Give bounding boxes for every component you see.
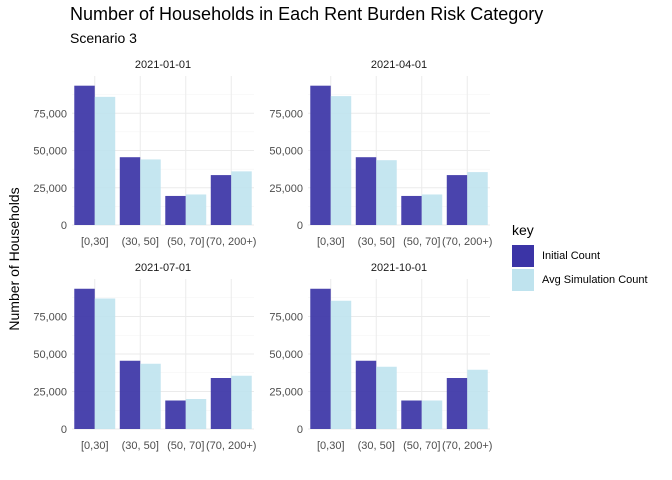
x-tick-label: (30, 50] [122,440,159,452]
x-tick-label: [0,30] [81,236,109,248]
y-tick-label: 25,000 [269,183,303,195]
bar-avg-simulation-count-50-70 [421,400,443,429]
x-tick-label: (70, 200+) [442,236,492,248]
bar-initial-count-30-50 [355,360,377,429]
y-tick-label: 75,000 [33,108,67,120]
x-tick-label: (30, 50] [358,236,395,248]
bar-initial-count-30-50 [119,360,141,429]
bar-initial-count-50-70 [165,195,186,225]
bar-initial-count-0-30 [74,85,95,225]
bar-initial-count-30-50 [355,157,377,225]
y-tick-label: 75,000 [33,312,67,324]
legend-label-initial: Initial Count [542,250,601,262]
y-tick-label: 0 [61,220,67,232]
y-tick-label: 25,000 [33,183,67,195]
legend-item-avg-sim: Avg Simulation Count [512,268,648,292]
x-tick-label: (30, 50] [122,236,159,248]
bar-initial-count-0-30 [74,288,95,429]
bar-avg-simulation-count-0-30 [330,96,352,226]
bar-avg-simulation-count-30-50 [140,159,161,225]
facet-label: 2021-07-01 [135,262,191,274]
chart-subtitle: Scenario 3 [70,30,137,46]
x-tick-label: (30, 50] [358,440,395,452]
y-tick-label: 50,000 [33,349,67,361]
bar-initial-count-70-200 [446,378,468,429]
bar-initial-count-70-200 [446,175,468,225]
y-tick-label: 25,000 [33,387,67,399]
x-tick-label: (70, 200+) [206,236,256,248]
x-tick-label: (50, 70] [403,236,440,248]
legend-swatch-avg-sim [512,269,534,291]
legend-swatch-initial [512,245,534,267]
bar-avg-simulation-count-30-50 [376,160,397,225]
y-tick-label: 50,000 [269,146,303,158]
x-tick-label: (50, 70] [403,440,440,452]
legend-title: key [512,222,534,238]
y-tick-label: 0 [297,220,303,232]
bar-initial-count-50-70 [165,400,186,429]
bar-avg-simulation-count-50-70 [185,194,207,225]
x-tick-label: (70, 200+) [206,440,256,452]
bar-avg-simulation-count-70-200 [231,375,252,429]
bar-avg-simulation-count-30-50 [376,366,397,429]
y-tick-label: 50,000 [269,349,303,361]
facet-label: 2021-10-01 [371,262,427,274]
legend-label-avg-sim: Avg Simulation Count [542,274,648,286]
bar-initial-count-70-200 [210,378,232,429]
bar-avg-simulation-count-0-30 [94,96,116,225]
bar-initial-count-0-30 [310,288,331,429]
facet-label: 2021-04-01 [371,59,427,71]
x-tick-label: (70, 200+) [442,440,492,452]
bar-avg-simulation-count-50-70 [421,194,443,225]
legend: key Initial Count Avg Simulation Count [512,222,648,292]
chart-title: Number of Households in Each Rent Burden… [70,4,544,24]
bar-avg-simulation-count-0-30 [94,298,116,429]
x-tick-label: [0,30] [317,236,345,248]
bar-avg-simulation-count-70-200 [467,172,488,225]
bar-initial-count-30-50 [119,157,141,225]
bar-avg-simulation-count-30-50 [140,363,161,429]
legend-item-initial: Initial Count [512,244,648,268]
bar-avg-simulation-count-0-30 [330,300,352,429]
bar-avg-simulation-count-70-200 [467,369,488,429]
facet-label: 2021-01-01 [135,59,191,71]
x-tick-label: [0,30] [317,440,345,452]
bar-avg-simulation-count-70-200 [231,171,252,225]
x-tick-label: (50, 70] [167,236,204,248]
x-tick-label: (50, 70] [167,440,204,452]
bar-initial-count-70-200 [210,175,232,225]
bar-avg-simulation-count-50-70 [185,399,207,429]
y-tick-label: 0 [297,424,303,436]
bar-initial-count-50-70 [401,195,422,225]
x-tick-label: [0,30] [81,440,109,452]
bar-initial-count-0-30 [310,85,331,225]
y-tick-label: 0 [61,424,67,436]
y-tick-label: 25,000 [269,387,303,399]
y-tick-label: 50,000 [33,146,67,158]
y-tick-label: 75,000 [269,108,303,120]
y-tick-label: 75,000 [269,312,303,324]
bar-initial-count-50-70 [401,400,422,429]
